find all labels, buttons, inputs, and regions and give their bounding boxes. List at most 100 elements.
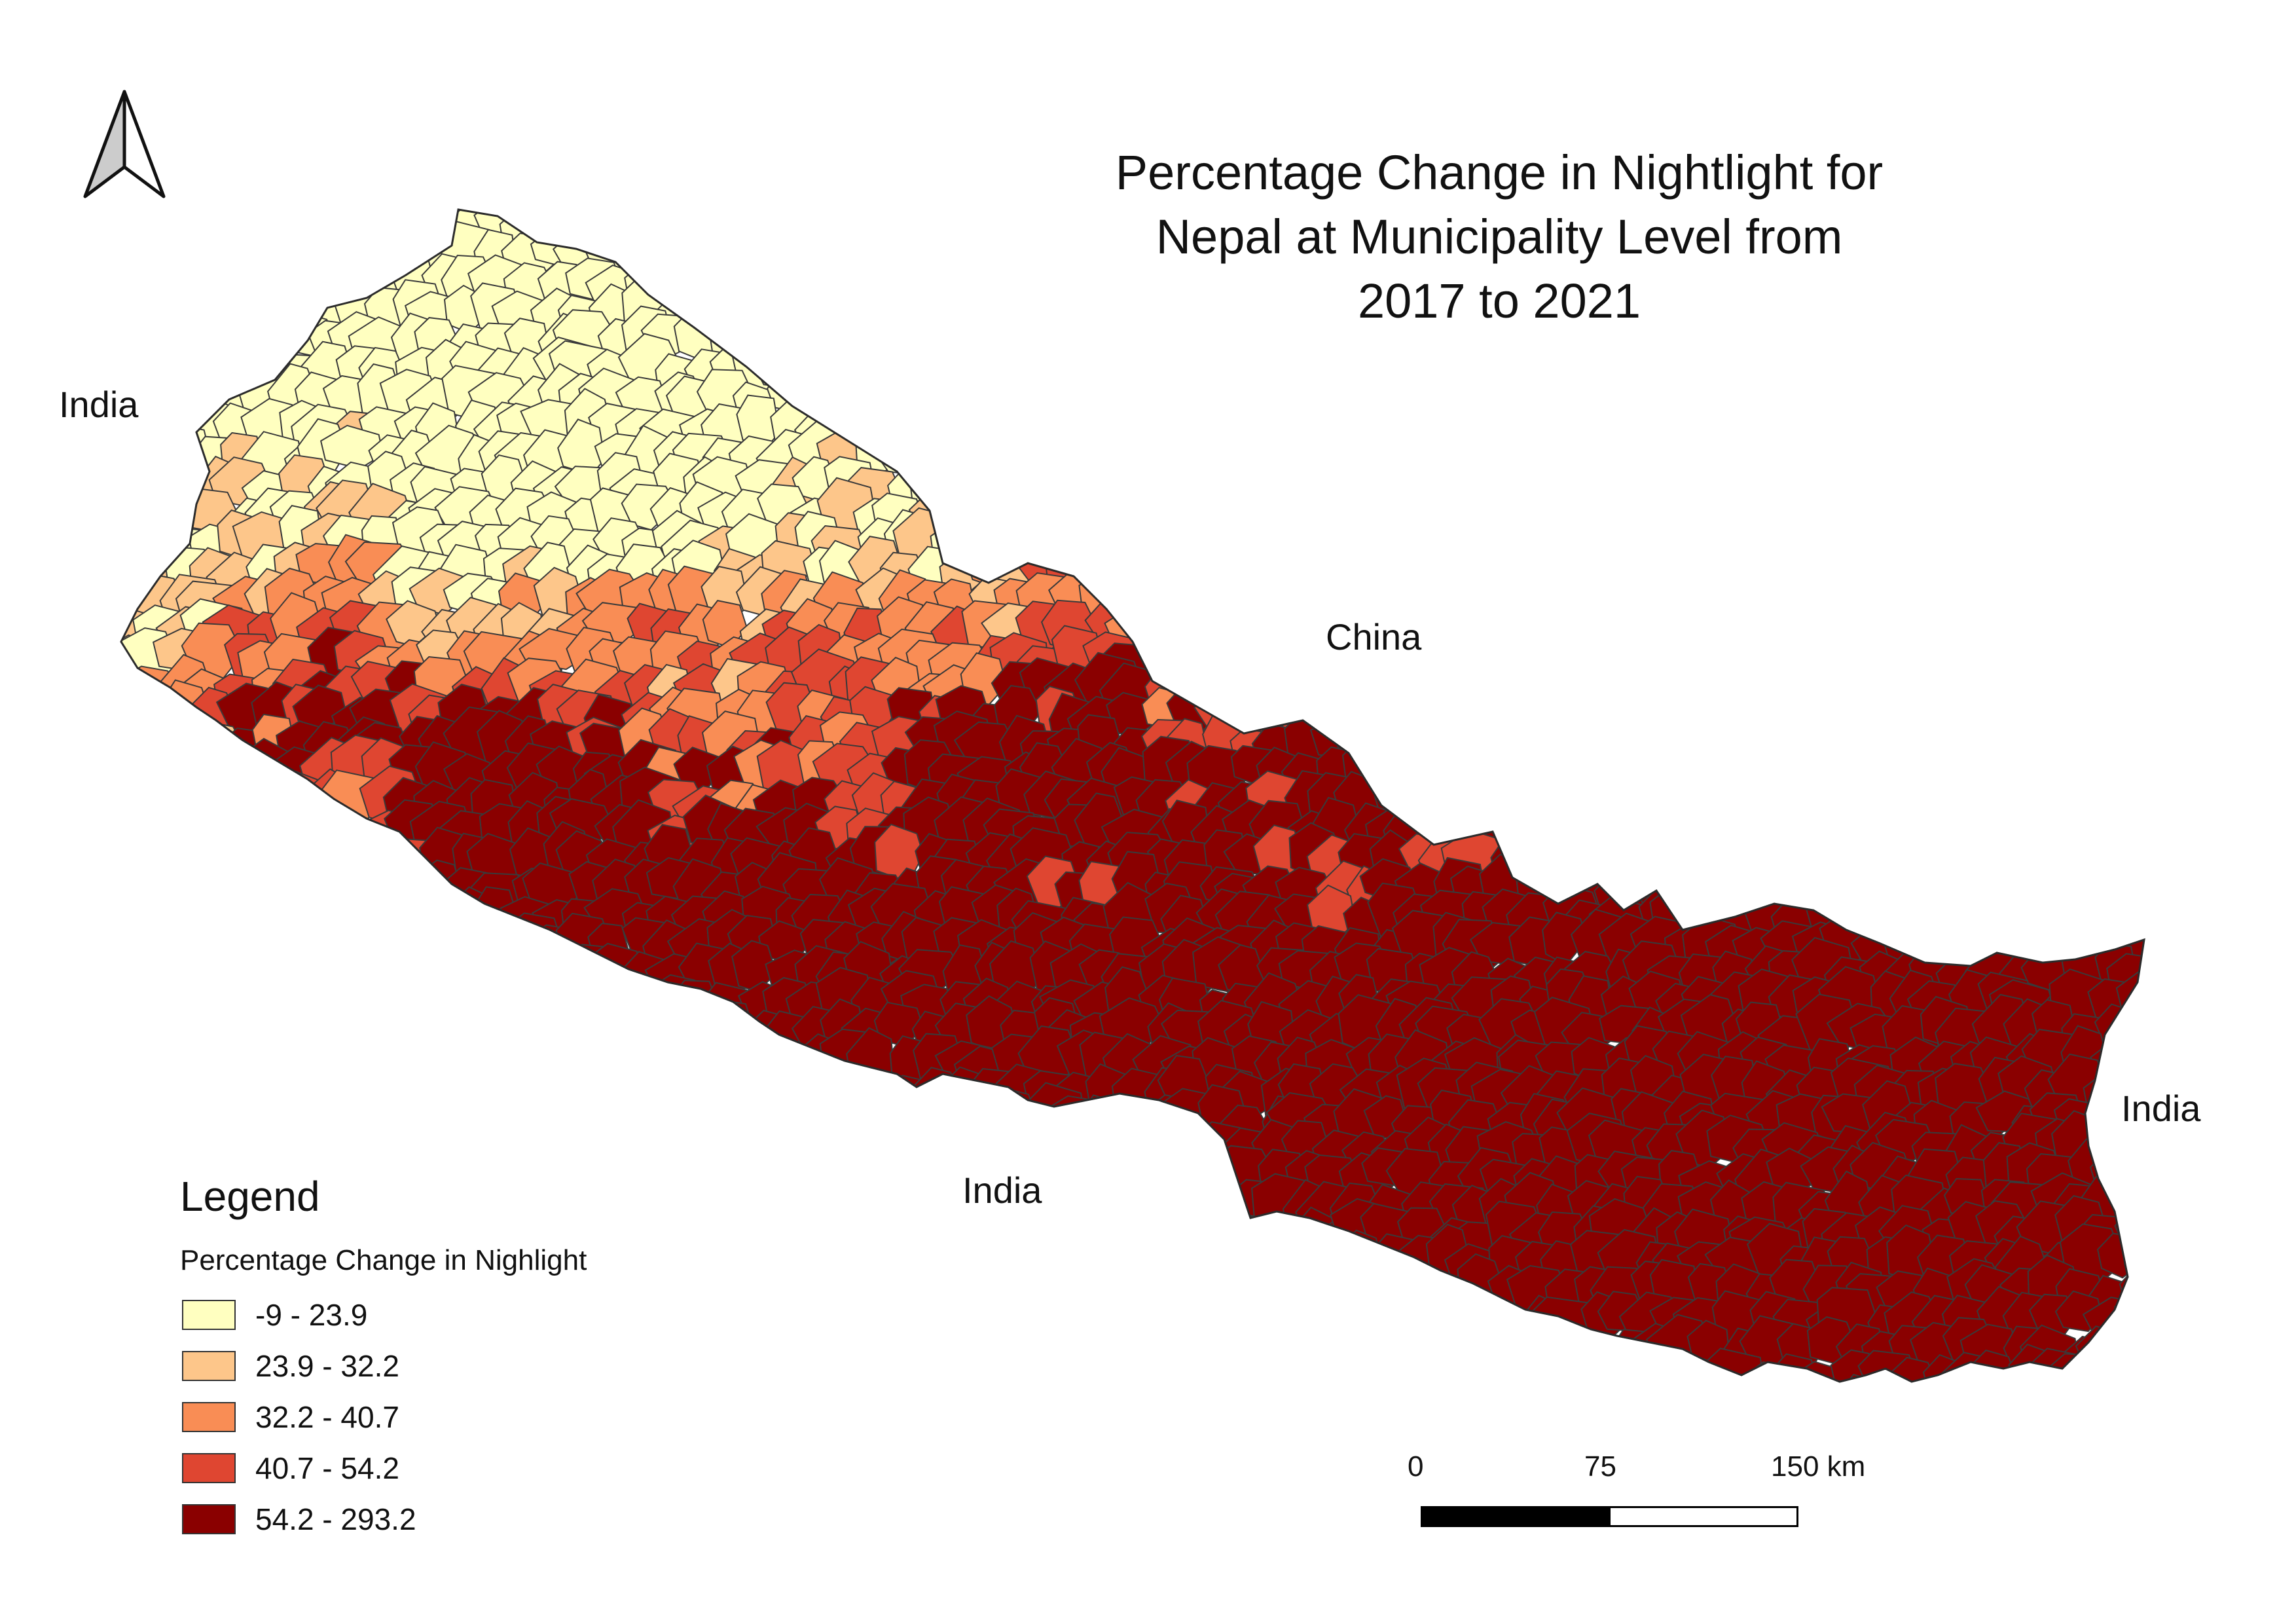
municipality-polygon xyxy=(1827,343,1886,390)
municipality-polygon xyxy=(93,1382,147,1424)
municipality-polygon xyxy=(1337,515,1384,566)
municipality-polygon xyxy=(192,743,247,791)
municipality-polygon xyxy=(136,1070,188,1115)
municipality-polygon xyxy=(352,1036,414,1096)
municipality-polygon xyxy=(1829,519,1893,563)
municipality-polygon xyxy=(758,1289,822,1343)
municipality-polygon xyxy=(1999,799,2052,849)
municipality-polygon xyxy=(121,233,150,290)
municipality-polygon xyxy=(667,1357,728,1382)
municipality-polygon xyxy=(757,1180,820,1238)
municipality-polygon xyxy=(528,1067,577,1124)
municipality-polygon xyxy=(2119,1255,2144,1317)
municipality-polygon xyxy=(1639,545,1685,587)
municipality-polygon xyxy=(704,1346,770,1382)
municipality-polygon xyxy=(1851,523,1908,573)
municipality-polygon xyxy=(1541,487,1603,533)
municipality-polygon xyxy=(962,1289,1014,1341)
municipality-polygon xyxy=(1627,346,1673,399)
municipality-polygon xyxy=(786,1328,837,1382)
municipality-polygon xyxy=(766,1067,824,1122)
municipality-polygon xyxy=(1077,1345,1142,1382)
municipality-polygon xyxy=(220,924,278,966)
municipality-polygon xyxy=(121,325,132,370)
municipality-polygon xyxy=(1994,290,2055,337)
municipality-polygon xyxy=(1341,574,1392,618)
municipality-polygon xyxy=(2034,637,2089,684)
municipality-polygon xyxy=(881,210,939,219)
municipality-polygon xyxy=(73,654,116,707)
municipality-polygon xyxy=(211,210,258,261)
municipality-polygon xyxy=(1681,775,1734,822)
municipality-polygon xyxy=(2068,373,2116,420)
municipality-polygon xyxy=(754,1219,812,1262)
municipality-polygon xyxy=(1025,1240,1079,1293)
municipality-polygon xyxy=(963,520,1007,564)
municipality-polygon xyxy=(1104,1237,1157,1289)
municipality-polygon xyxy=(121,954,124,1003)
municipality-polygon xyxy=(1087,1219,1135,1264)
municipality-polygon xyxy=(357,1183,409,1232)
municipality-polygon xyxy=(121,1008,154,1057)
municipality-polygon xyxy=(1135,1376,1199,1382)
municipality-polygon xyxy=(1165,639,1212,684)
municipality-polygon xyxy=(1515,1348,1568,1382)
municipality-polygon xyxy=(357,976,421,1033)
municipality-polygon xyxy=(810,1061,869,1115)
municipality-polygon xyxy=(877,211,928,257)
municipality-polygon xyxy=(1632,515,1683,565)
municipality-polygon xyxy=(1504,809,1563,859)
municipality-polygon xyxy=(2115,428,2144,485)
municipality-polygon xyxy=(924,210,988,246)
municipality-polygon xyxy=(1450,551,1512,597)
municipality-polygon xyxy=(709,210,767,212)
municipality-polygon xyxy=(2064,673,2119,718)
municipality-polygon xyxy=(1968,458,2022,502)
municipality-polygon xyxy=(1000,1116,1051,1173)
municipality-polygon xyxy=(926,210,981,222)
municipality-polygon xyxy=(136,338,187,396)
municipality-polygon xyxy=(159,227,217,271)
municipality-polygon xyxy=(1827,574,1876,636)
scale-bar-white-segment xyxy=(1609,1506,1798,1527)
municipality-polygon xyxy=(466,1151,519,1197)
municipality-polygon xyxy=(2111,603,2144,648)
municipality-polygon xyxy=(1705,461,1768,514)
municipality-polygon xyxy=(218,227,271,277)
municipality-polygon xyxy=(60,1306,120,1347)
municipality-polygon xyxy=(1655,597,1701,650)
municipality-polygon xyxy=(1367,555,1423,603)
municipality-polygon xyxy=(621,1069,670,1121)
municipality-polygon xyxy=(794,1353,837,1382)
municipality-polygon xyxy=(785,251,848,299)
municipality-polygon xyxy=(1718,695,1763,754)
municipality-polygon xyxy=(1422,519,1470,568)
municipality-polygon xyxy=(132,1303,175,1347)
municipality-polygon xyxy=(121,682,165,735)
municipality-polygon xyxy=(1777,745,1825,790)
municipality-polygon xyxy=(1218,480,1271,540)
municipality-polygon xyxy=(1810,654,1861,710)
municipality-polygon xyxy=(1095,1351,1161,1382)
municipality-polygon xyxy=(1535,347,1590,408)
municipality-polygon xyxy=(1510,637,1573,686)
municipality-polygon xyxy=(1912,367,1978,425)
municipality-polygon xyxy=(248,1025,295,1084)
municipality-polygon xyxy=(1082,1318,1145,1369)
municipality-polygon xyxy=(1101,1286,1166,1337)
municipality-polygon xyxy=(1216,1383,1275,1430)
municipality-polygon xyxy=(1370,1320,1427,1380)
municipality-polygon xyxy=(985,336,1044,391)
municipality-polygon xyxy=(1617,430,1675,484)
municipality-polygon xyxy=(1103,403,1154,449)
municipality-polygon xyxy=(524,1153,588,1196)
municipality-polygon xyxy=(1328,1354,1394,1382)
municipality-polygon xyxy=(262,837,325,887)
municipality-polygon xyxy=(418,1301,473,1348)
municipality-polygon xyxy=(657,210,705,219)
municipality-polygon xyxy=(1085,1142,1135,1206)
municipality-polygon xyxy=(1806,597,1855,650)
municipality-polygon xyxy=(1186,1219,1253,1263)
municipality-polygon xyxy=(1248,1292,1294,1340)
